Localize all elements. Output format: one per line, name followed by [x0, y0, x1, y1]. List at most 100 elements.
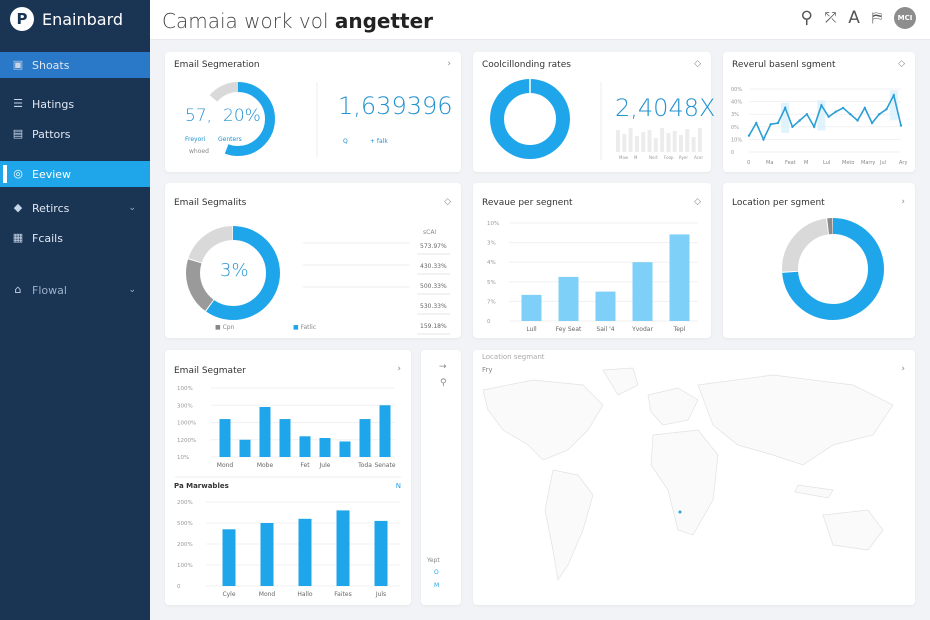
bar	[260, 523, 274, 586]
map-africa	[650, 429, 719, 536]
settings-icon[interactable]: ◇	[444, 197, 451, 207]
donut-center-value: 3%	[220, 260, 249, 281]
table-value: 159.18%	[420, 323, 447, 330]
sidebar-item-pattors[interactable]: ▤ Pattors	[0, 121, 150, 147]
x-tick-label: Meto	[842, 160, 854, 166]
app-name: Enainbard	[42, 9, 124, 29]
y-tick-label: 10%	[487, 221, 499, 227]
map-europe	[647, 387, 699, 426]
line-point	[856, 119, 859, 122]
mini-bar	[691, 137, 696, 152]
value-b: 20%	[223, 106, 261, 126]
bar	[336, 510, 350, 586]
line-point	[885, 107, 888, 111]
x-tick-label: Fey Seat	[556, 326, 582, 333]
label-a: Freyori	[185, 136, 206, 143]
table-value: 530.33%	[420, 303, 447, 310]
mini-bar	[647, 130, 652, 152]
x-tick-label: Toda	[357, 462, 372, 469]
bar	[521, 294, 542, 321]
sub-icon[interactable]: N	[395, 482, 401, 490]
kpi-value: 2,4048X	[615, 94, 716, 122]
bar	[279, 419, 291, 457]
link-icon[interactable]: ⚲	[440, 378, 447, 388]
line-point	[805, 113, 809, 116]
search-icon[interactable]: ⚲	[800, 8, 813, 28]
donut-slice	[186, 226, 280, 320]
share-icon[interactable]: ⤱	[824, 10, 837, 26]
card-title: Email Segmater	[174, 366, 246, 376]
font-icon[interactable]: A	[848, 8, 860, 28]
circle-icon: ◎	[13, 167, 23, 180]
mini-bar	[622, 134, 627, 152]
x-tick-label: Marry	[861, 160, 875, 166]
x-tick-label: Feat	[785, 160, 796, 166]
line-point	[820, 104, 823, 107]
bar	[339, 441, 351, 457]
card-title: Coolcillonding rates	[482, 60, 571, 70]
sidebar: P Enainbard ▣ Shoats ☰ Hatings ▤ Pattors ◎ E…	[0, 0, 150, 620]
map-greenland	[602, 367, 639, 396]
line-point	[827, 115, 830, 118]
map-asia	[697, 374, 894, 466]
settings-icon[interactable]: ◇	[694, 59, 701, 69]
strip-option[interactable]: O	[434, 569, 439, 576]
sidebar-item-eeview[interactable]: ◎ Eeview	[0, 161, 150, 187]
settings-icon[interactable]: ◇	[898, 59, 905, 69]
line-point	[849, 113, 852, 116]
gauge-arc	[201, 82, 275, 156]
x-tick-label: Yvodar	[631, 326, 653, 333]
mini-label: Maw	[619, 155, 629, 160]
y-tick-label: 3%	[487, 241, 496, 247]
email-segmalits-card: Email Segmalits ◇ 573.97% 430.33% 500.33% 5…	[165, 183, 461, 338]
table-value: 500.33%	[420, 283, 447, 290]
highlight-band	[781, 102, 790, 133]
line-point	[747, 134, 751, 137]
sidebar-item-fcails[interactable]: ▦ Fcails	[0, 225, 150, 251]
email-segmater-card: Email Segmater › Pa Marwables N 100% 300%…	[165, 350, 411, 605]
y-tick-label: 200%	[177, 542, 193, 548]
mini-bar	[616, 130, 620, 152]
y-tick-label: 5%	[487, 280, 496, 286]
mini-bar	[641, 132, 646, 152]
sidebar-item-flowal[interactable]: ⌂ Flowal ⌄	[0, 277, 150, 303]
chevron-right-icon[interactable]: ›	[901, 364, 905, 374]
line-point	[841, 106, 845, 110]
sidebar-item-shoats[interactable]: ▣ Shoats	[0, 52, 150, 78]
x-tick-label: Cyle	[222, 591, 235, 598]
sidebar-item-hatings[interactable]: ☰ Hatings	[0, 91, 150, 117]
x-tick-label: Hallo	[297, 591, 313, 598]
mini-label: M	[634, 155, 638, 160]
x-tick-label: M	[804, 160, 808, 166]
segment-donut: 573.97% 430.33% 500.33% 530.33% 159.18%	[186, 226, 450, 335]
y-tick-label: 10%	[177, 455, 189, 461]
conversion-card: Coolcillonding rates ◇ Maw M Nert Foop Ryer A…	[473, 52, 715, 172]
card-title: Reverul basenl sgment	[732, 60, 836, 70]
revenue-segment-card: Revaue per segnent ◇ 10% 3% 4% 5% 7% 0 Lull Fey…	[473, 183, 711, 338]
table-value: 430.33%	[420, 263, 447, 270]
add-action[interactable]: + falk	[370, 138, 388, 145]
settings-icon[interactable]: ◇	[694, 197, 701, 207]
chevron-right-icon[interactable]: ›	[397, 364, 401, 374]
strip-option[interactable]: M	[434, 582, 440, 589]
y-tick-label: 40%	[731, 100, 742, 106]
app-logo[interactable]: P Enainbard	[10, 7, 123, 31]
x-tick-label: Lull	[526, 326, 537, 333]
email-segmeration-card: Email Segmeration › 57, 20% Freyori whoe…	[165, 52, 461, 172]
sidebar-item-retircs[interactable]: ◆ Retircs ⌄	[0, 195, 150, 221]
chevron-right-icon[interactable]: ›	[447, 59, 451, 69]
chevron-right-icon[interactable]: ›	[901, 197, 905, 207]
map-icon[interactable]: ⛿	[871, 10, 882, 26]
y-tick-label: 1200%	[177, 438, 196, 444]
arrow-icon[interactable]: →	[439, 362, 447, 372]
building-icon: ⌂	[14, 283, 22, 296]
mini-bar	[634, 136, 639, 152]
bar-chart: 10% 3% 4% 5% 7% 0 Lull Fey Seat Sail '4 Yvodar Tep…	[487, 221, 698, 333]
avatar[interactable]: MCI	[894, 7, 916, 29]
world-map[interactable]	[473, 350, 915, 605]
mini-label: Ryer	[679, 155, 688, 160]
sidebar-item-label: Hatings	[32, 97, 75, 111]
search-action[interactable]: Q	[343, 138, 348, 145]
y-tick-label: 0%	[731, 125, 739, 131]
mini-bar	[666, 133, 671, 152]
